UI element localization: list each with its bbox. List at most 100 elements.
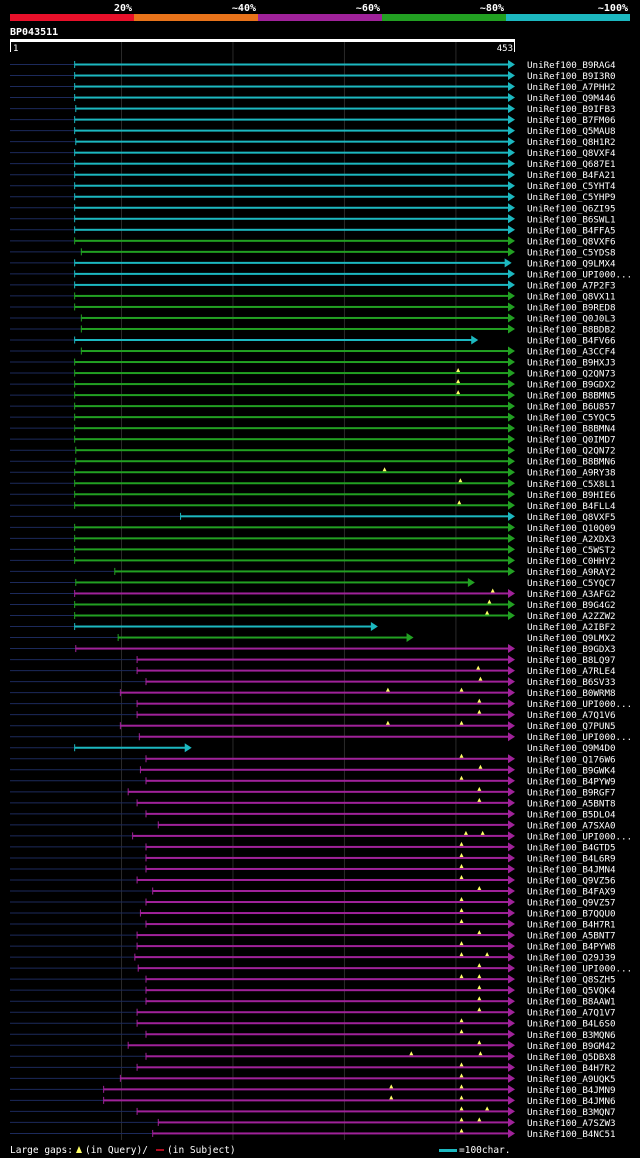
gap-marker <box>477 1117 482 1122</box>
hit-label: UniRef100_B4NC51 <box>527 1129 616 1140</box>
hit-row: UniRef100_UPI000... <box>10 732 632 743</box>
hit-row: UniRef100_A7P2F3 <box>10 280 616 291</box>
hit-arrow <box>504 258 512 268</box>
hit-row: UniRef100_B4FA21 <box>10 170 616 181</box>
hit-arrow <box>508 886 515 896</box>
hit-row: UniRef100_A3CCF4 <box>10 346 616 358</box>
hit-row: UniRef100_B8BMN5 <box>10 390 616 402</box>
hit-row: UniRef100_B8BDB2 <box>10 324 616 335</box>
hit-arrow <box>508 225 515 235</box>
hit-row: UniRef100_A9RAY2 <box>10 566 616 578</box>
gap-marker <box>459 908 464 913</box>
hit-label: UniRef100_C5YQC5 <box>527 413 616 424</box>
gap-marker <box>459 720 464 725</box>
gap-marker <box>459 874 464 879</box>
hit-arrow <box>508 291 515 301</box>
hit-label: UniRef100_B6SV33 <box>527 677 616 688</box>
hit-arrow <box>508 820 515 830</box>
hit-label: UniRef100_Q5DBX8 <box>527 1052 616 1063</box>
hit-arrow <box>508 324 515 334</box>
hit-bar <box>74 614 509 617</box>
hit-row: UniRef100_C5X8L1 <box>10 478 616 490</box>
hit-arrow <box>508 655 515 665</box>
hit-bar <box>120 724 510 727</box>
gap-marker <box>385 687 390 692</box>
hit-label: UniRef100_B6SWL1 <box>527 214 616 225</box>
hit-bar <box>74 339 473 341</box>
hit-label: UniRef100_B9RGF7 <box>527 787 616 798</box>
hit-row: UniRef100_A3AFG2 <box>10 588 616 600</box>
hit-row: UniRef100_A7Q1V6 <box>10 709 616 721</box>
hit-row: UniRef100_B4JMN9 <box>10 1084 616 1096</box>
gap-marker <box>477 786 482 791</box>
hit-bar <box>74 746 186 749</box>
gap-marker <box>477 698 482 703</box>
gap-marker <box>477 974 482 979</box>
hit-row: UniRef100_A9UQK5 <box>10 1073 616 1085</box>
gap-marker <box>480 830 485 835</box>
gap-marker <box>389 1095 394 1100</box>
hit-row: UniRef100_Q687E1 <box>10 159 616 170</box>
hit-arrow <box>508 897 515 907</box>
hit-row: UniRef100_Q9M4D0 <box>10 743 616 754</box>
hit-arrow <box>508 126 515 136</box>
hit-arrow <box>508 379 515 389</box>
identity-legend: 20% ~40% ~60% ~80% ~100% <box>10 3 630 21</box>
hit-row: UniRef100_UPI000... <box>10 963 632 975</box>
hit-row: UniRef100_Q29J39 <box>10 952 616 964</box>
hit-row: UniRef100_C5YDS8 <box>10 247 616 258</box>
hit-label: UniRef100_Q9LMX4 <box>527 258 616 269</box>
gap-marker <box>477 1040 482 1045</box>
hit-bar <box>74 129 509 132</box>
hit-bar <box>74 383 509 386</box>
hit-arrow <box>508 930 515 940</box>
hit-label: UniRef100_UPI000... <box>527 831 632 842</box>
hit-row: UniRef100_B9RED8 <box>10 302 616 313</box>
hit-bar <box>74 74 509 77</box>
hit-row: UniRef100_Q2QN72 <box>10 445 616 457</box>
hit-arrow <box>508 511 515 521</box>
gap-marker <box>382 467 387 472</box>
gap-marker <box>458 478 463 483</box>
hit-row: UniRef100_Q10Q09 <box>10 522 616 534</box>
hit-arrow <box>508 985 515 995</box>
hit-label: UniRef100_Q10Q09 <box>527 523 616 534</box>
hit-row: UniRef100_Q8H1R2 <box>10 137 616 148</box>
hit-label: UniRef100_B4L6S0 <box>527 1019 616 1030</box>
hit-label: UniRef100_B5DLO4 <box>527 809 616 820</box>
hit-bar <box>146 1033 510 1036</box>
hit-arrow <box>508 170 515 180</box>
hit-label: UniRef100_B9RED8 <box>527 302 616 313</box>
gap-marker <box>459 1073 464 1078</box>
hit-label: UniRef100_A9UQK5 <box>527 1074 616 1085</box>
hit-arrow <box>508 1051 515 1061</box>
hit-row: UniRef100_A7RLE4 <box>10 665 616 677</box>
legend-label: 20% <box>114 3 132 14</box>
footer-scale-label: =100char. <box>459 1145 510 1156</box>
hit-label: UniRef100_A3AFG2 <box>527 589 616 600</box>
hit-arrow <box>508 1117 515 1127</box>
hit-bar <box>74 537 509 540</box>
hit-arrow <box>508 423 515 433</box>
hit-bar <box>74 427 509 430</box>
gap-marker <box>459 952 464 957</box>
hit-bar <box>74 96 509 99</box>
hit-row: UniRef100_B4FV66 <box>10 335 616 347</box>
hit-arrow <box>508 346 515 356</box>
hit-bar <box>146 867 510 870</box>
hit-bar <box>74 162 509 165</box>
hit-row: UniRef100_B9I3R0 <box>10 71 616 82</box>
hit-arrow <box>508 864 515 874</box>
hit-row: UniRef100_B4GTD5 <box>10 841 616 853</box>
hit-label: UniRef100_B9IFB3 <box>527 104 616 115</box>
hit-arrow <box>508 82 515 92</box>
hit-row: UniRef100_B9GM42 <box>10 1040 616 1052</box>
hit-bar <box>137 669 509 672</box>
hit-arrow <box>508 688 515 698</box>
hit-bar <box>74 438 509 441</box>
hit-arrow <box>508 1095 515 1105</box>
hit-row: UniRef100_B8BMN4 <box>10 423 616 435</box>
hit-arrow <box>508 710 515 720</box>
hit-bar <box>146 812 510 815</box>
hit-arrow <box>508 203 515 213</box>
